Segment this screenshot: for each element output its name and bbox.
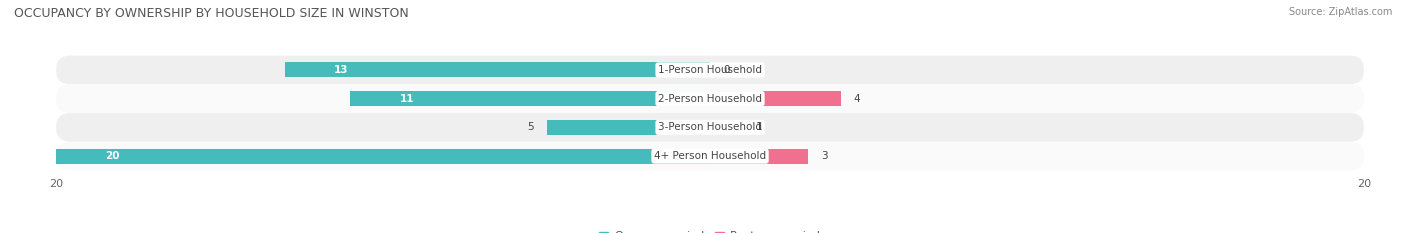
Bar [710, 91, 841, 106]
Text: 11: 11 [399, 94, 413, 104]
Bar [710, 120, 742, 135]
FancyBboxPatch shape [56, 113, 1364, 142]
Text: 2-Person Household: 2-Person Household [658, 94, 762, 104]
Bar [350, 91, 710, 106]
Text: 1-Person Household: 1-Person Household [658, 65, 762, 75]
Bar [710, 149, 808, 164]
Text: 4: 4 [853, 94, 860, 104]
Text: OCCUPANCY BY OWNERSHIP BY HOUSEHOLD SIZE IN WINSTON: OCCUPANCY BY OWNERSHIP BY HOUSEHOLD SIZE… [14, 7, 409, 20]
FancyBboxPatch shape [56, 55, 1364, 84]
Text: 3-Person Household: 3-Person Household [658, 122, 762, 132]
Bar [547, 120, 710, 135]
FancyBboxPatch shape [56, 142, 1364, 171]
Text: Source: ZipAtlas.com: Source: ZipAtlas.com [1288, 7, 1392, 17]
FancyBboxPatch shape [56, 84, 1364, 113]
Text: 0: 0 [723, 65, 730, 75]
Bar [285, 62, 710, 77]
Text: 4+ Person Household: 4+ Person Household [654, 151, 766, 161]
Text: 5: 5 [527, 122, 533, 132]
Text: 20: 20 [105, 151, 120, 161]
Bar [56, 149, 710, 164]
Text: 1: 1 [756, 122, 762, 132]
Legend: Owner-occupied, Renter-occupied: Owner-occupied, Renter-occupied [595, 227, 825, 233]
Text: 13: 13 [335, 65, 349, 75]
Text: 3: 3 [821, 151, 828, 161]
